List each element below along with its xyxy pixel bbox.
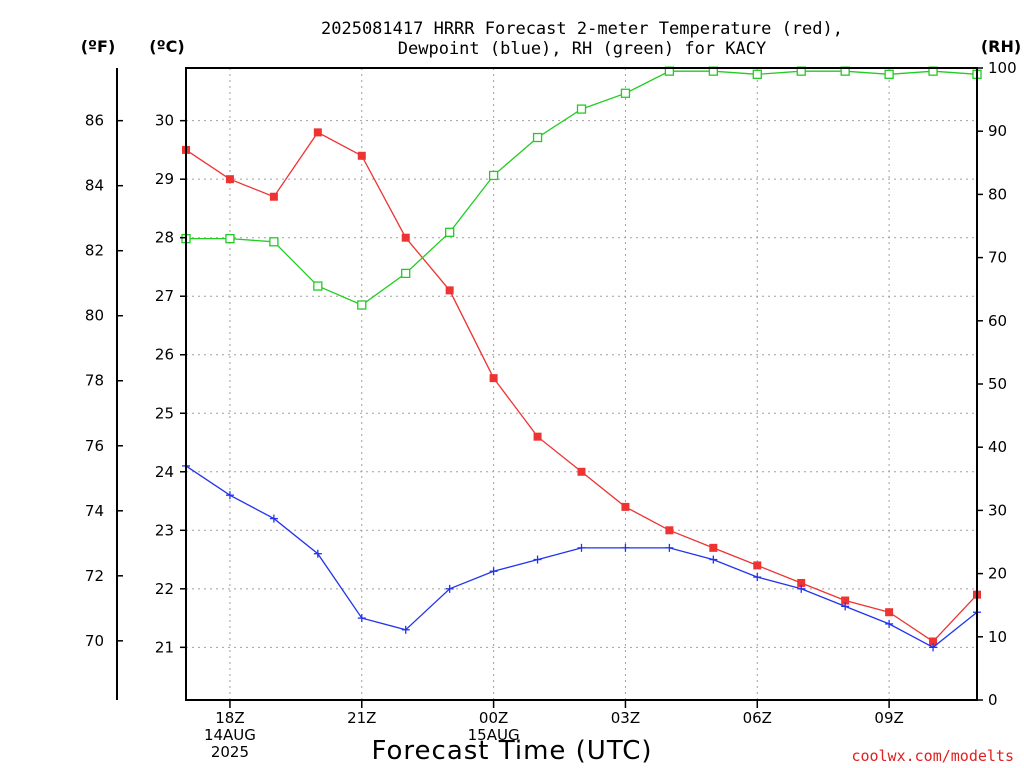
temp-data-point bbox=[357, 151, 366, 160]
celsius-tick-label: 26 bbox=[155, 346, 174, 364]
celsius-tick-label: 25 bbox=[155, 404, 174, 422]
rh-tick-label: 50 bbox=[988, 375, 1007, 393]
dewpoint-data-point bbox=[841, 602, 850, 611]
x-tick-label: 00Z bbox=[479, 709, 508, 727]
temp-data-point bbox=[445, 286, 454, 295]
dewpoint-data-point bbox=[313, 549, 322, 558]
fahrenheit-tick-label: 74 bbox=[85, 502, 104, 520]
celsius-tick-label: 30 bbox=[155, 112, 174, 130]
fahrenheit-tick-label: 84 bbox=[85, 177, 104, 195]
dewpoint-data-point bbox=[665, 543, 674, 552]
dewpoint-data-point bbox=[885, 619, 894, 628]
temp-data-point bbox=[665, 526, 674, 535]
dewpoint-data-point bbox=[797, 584, 806, 593]
dewpoint-data-point bbox=[225, 491, 234, 500]
dewpoint-data-point bbox=[753, 573, 762, 582]
chart-title-line2: Dewpoint (blue), RH (green) for KACY bbox=[398, 39, 766, 59]
chart-title-line1: 2025081417 HRRR Forecast 2-meter Tempera… bbox=[321, 19, 843, 39]
temp-data-point bbox=[841, 596, 850, 605]
fahrenheit-tick-label: 72 bbox=[85, 567, 104, 585]
rh-tick-label: 10 bbox=[988, 628, 1007, 646]
rh-data-point bbox=[752, 69, 762, 79]
rh-data-point bbox=[532, 132, 543, 143]
dewpoint-data-point bbox=[577, 543, 586, 552]
rh-tick-label: 80 bbox=[988, 185, 1007, 203]
rh-data-point bbox=[576, 104, 587, 114]
credit-text: coolwx.com/modelts bbox=[851, 747, 1014, 765]
rh-data-point bbox=[313, 281, 323, 291]
grid-lines bbox=[186, 68, 977, 700]
x-tick-label: 2025 bbox=[211, 743, 249, 761]
temp-data-point bbox=[577, 467, 586, 476]
celsius-tick-label: 29 bbox=[155, 170, 174, 188]
temp-data-point bbox=[753, 561, 762, 570]
celsius-tick-label: 27 bbox=[155, 287, 174, 305]
x-tick-label: 21Z bbox=[347, 709, 376, 727]
x-axis-label: Forecast Time (UTC) bbox=[371, 736, 652, 766]
temp-data-point bbox=[533, 432, 542, 441]
temp-data-point bbox=[797, 578, 806, 587]
dewpoint-data-point bbox=[489, 567, 498, 576]
dewpoint-data-point bbox=[445, 584, 454, 593]
temp-data-point bbox=[621, 502, 630, 511]
x-tick-label: 18Z bbox=[215, 709, 244, 727]
x-tick-label: 03Z bbox=[611, 709, 640, 727]
fahrenheit-tick-label: 80 bbox=[85, 307, 104, 325]
fahrenheit-tick-label: 76 bbox=[85, 437, 104, 455]
temp-data-point bbox=[313, 128, 322, 137]
dewpoint-data-point bbox=[621, 543, 630, 552]
celsius-tick-label: 23 bbox=[155, 521, 174, 539]
celsius-tick-label: 24 bbox=[155, 463, 174, 481]
celsius-tick-label: 22 bbox=[155, 580, 174, 598]
temp-data-point bbox=[489, 374, 498, 383]
temp-data-point bbox=[929, 637, 938, 646]
rh-data-point bbox=[884, 69, 894, 79]
rh-data-point bbox=[445, 227, 455, 237]
temp-data-point bbox=[269, 192, 278, 201]
x-tick-label: 09Z bbox=[874, 709, 903, 727]
temp-data-point bbox=[709, 543, 718, 552]
temp-data-point bbox=[401, 233, 410, 242]
rh-tick-label: 60 bbox=[988, 312, 1007, 330]
celsius-unit-label: (ºC) bbox=[149, 37, 184, 56]
rh-tick-label: 30 bbox=[988, 501, 1007, 519]
rh-data-point bbox=[401, 268, 411, 279]
temp-data-point bbox=[885, 608, 894, 617]
rh-data-point bbox=[357, 300, 367, 310]
temp-series-line bbox=[185, 131, 978, 643]
dewpoint-data-point bbox=[929, 643, 938, 652]
dewpoint-series-line bbox=[185, 465, 978, 649]
rh-unit-label: (RH) bbox=[981, 37, 1021, 56]
rh-tick-label: 20 bbox=[988, 565, 1007, 583]
dewpoint-data-point bbox=[533, 555, 542, 564]
dewpoint-data-point bbox=[401, 625, 410, 634]
rh-tick-label: 90 bbox=[988, 122, 1007, 140]
rh-tick-label: 0 bbox=[988, 691, 998, 709]
series-layer bbox=[181, 66, 982, 652]
plot-frame bbox=[185, 67, 978, 701]
rh-data-point bbox=[620, 88, 631, 98]
fahrenheit-tick-label: 86 bbox=[85, 112, 104, 130]
dewpoint-data-point bbox=[269, 514, 278, 523]
rh-tick-label: 40 bbox=[988, 438, 1007, 456]
fahrenheit-unit-label: (ºF) bbox=[81, 37, 116, 56]
temp-data-point bbox=[225, 175, 234, 184]
rh-tick-label: 70 bbox=[988, 249, 1007, 267]
rh-data-point bbox=[269, 237, 279, 247]
dewpoint-data-point bbox=[709, 555, 718, 564]
rh-tick-label: 100 bbox=[988, 59, 1017, 77]
celsius-tick-label: 21 bbox=[155, 638, 174, 656]
fahrenheit-tick-label: 70 bbox=[85, 632, 104, 650]
dewpoint-data-point bbox=[357, 614, 366, 623]
rh-data-point bbox=[225, 233, 235, 244]
x-tick-label: 15AUG bbox=[468, 726, 520, 744]
fahrenheit-tick-label: 82 bbox=[85, 242, 104, 260]
x-tick-label: 06Z bbox=[743, 709, 772, 727]
rh-data-point bbox=[488, 170, 499, 181]
celsius-tick-label: 28 bbox=[155, 229, 174, 247]
fahrenheit-tick-label: 78 bbox=[85, 372, 104, 390]
axes-layer: 21 22 23 24 25 26 27 28 29 30 70 72 74 76 78 80 82 84 86 0 1… bbox=[85, 59, 1017, 761]
x-tick-label: 14AUG bbox=[204, 726, 256, 744]
